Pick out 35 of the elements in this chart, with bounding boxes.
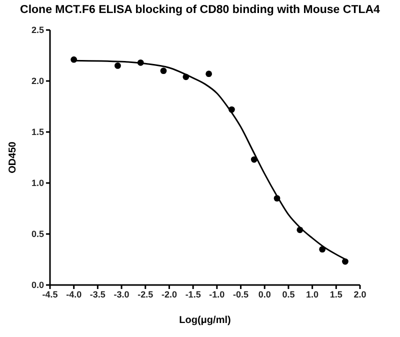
- x-tick-label: -1.0: [209, 289, 225, 300]
- point: [250, 156, 258, 163]
- point: [70, 56, 78, 63]
- y-tick-label: 0.5: [31, 229, 44, 240]
- x-axis-title: Log(μg/ml): [179, 315, 231, 326]
- x-tick-label: -3.0: [114, 289, 130, 300]
- point: [319, 246, 326, 252]
- x-tick-label: 1.5: [330, 289, 342, 300]
- y-tick-label: 1.5: [31, 127, 44, 138]
- point: [296, 226, 304, 234]
- point: [114, 62, 121, 69]
- point: [137, 59, 144, 66]
- x-tick-label: -1.5: [185, 289, 201, 300]
- x-tick-label: -0.5: [233, 289, 249, 300]
- x-tick-label: -4.0: [66, 289, 82, 300]
- point: [342, 258, 348, 265]
- x-tick-label: 1.0: [306, 289, 319, 300]
- y-tick-label: 2.0: [31, 76, 44, 86]
- y-tick-label: 0.0: [31, 280, 44, 290]
- x-tick-label: 0.0: [258, 289, 271, 300]
- x-tick-label: -3.5: [90, 289, 106, 300]
- y-tick-label: 2.5: [31, 25, 44, 36]
- x-tick-label: -4.5: [42, 289, 58, 300]
- point: [274, 195, 280, 202]
- point: [182, 74, 190, 80]
- point: [160, 68, 167, 74]
- x-tick-label: 2.0: [354, 289, 366, 300]
- point: [228, 106, 235, 113]
- x-tick-label: -2.5: [138, 289, 154, 300]
- x-tick-label: -2.0: [161, 289, 177, 300]
- point: [206, 70, 212, 78]
- y-tick-label: 1.0: [31, 178, 44, 188]
- chart-title: Clone MCT.F6 ELISA blocking of CD80 binding with Mouse CTLA4: [19, 4, 381, 16]
- x-tick-label: 0.5: [282, 289, 295, 300]
- y-axis-title: OD450: [8, 141, 19, 174]
